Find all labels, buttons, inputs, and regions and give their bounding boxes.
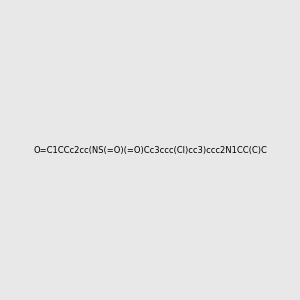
Text: O=C1CCc2cc(NS(=O)(=O)Cc3ccc(Cl)cc3)ccc2N1CC(C)C: O=C1CCc2cc(NS(=O)(=O)Cc3ccc(Cl)cc3)ccc2N… — [33, 146, 267, 154]
